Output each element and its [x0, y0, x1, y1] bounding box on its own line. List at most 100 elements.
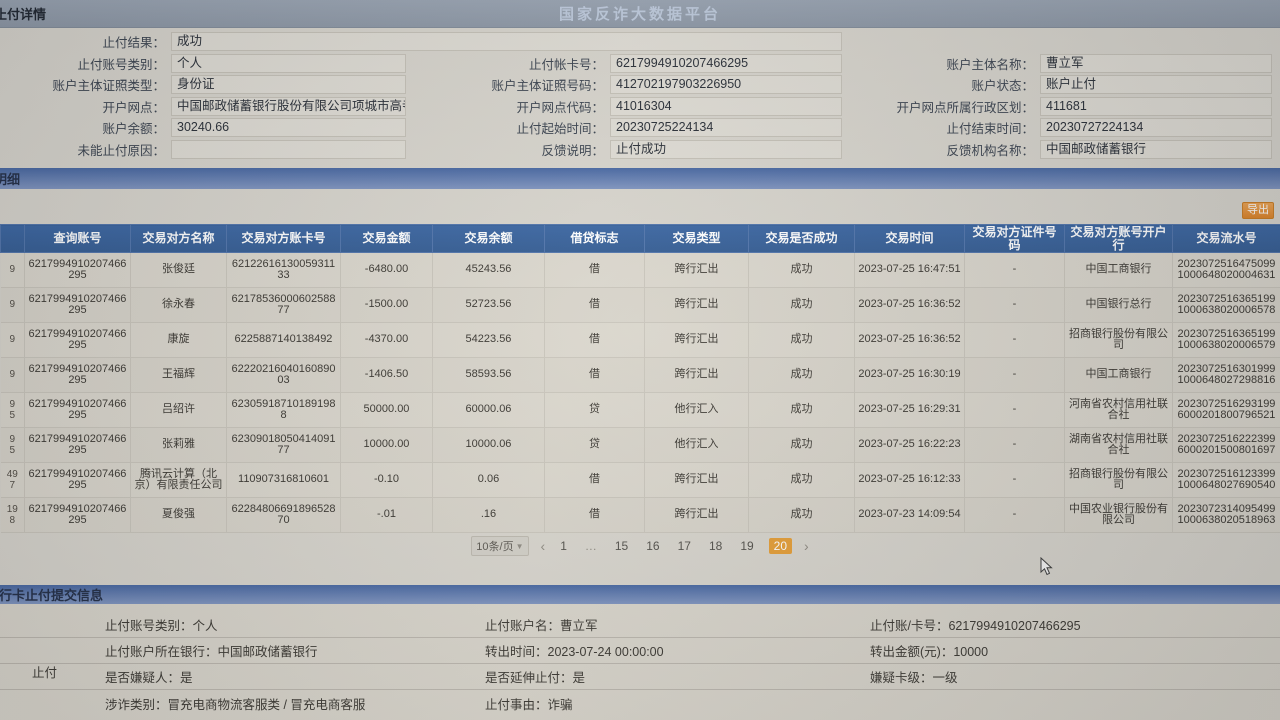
form-row: 止付结果： 成功 — [0, 31, 1280, 53]
form-row: 开户网点： 中国邮政储蓄银行股份有限公司项城市高寺... 开户网点代码： 410163… — [0, 96, 1280, 118]
export-button[interactable]: 导出 — [1242, 202, 1274, 219]
table-cell: 20230725161233991000648027690540 — [1172, 462, 1280, 498]
table-cell: 0.06 — [432, 462, 545, 498]
table-cell: 6217994910207466295 — [24, 357, 131, 393]
table-cell: 6228480669189652870 — [226, 497, 341, 533]
table-cell: 成功 — [748, 497, 855, 533]
field-value: 个人 — [171, 53, 406, 73]
page-number[interactable]: 20 — [768, 538, 793, 554]
table-cell-cut: 9 — [0, 287, 25, 323]
submit-info-row: 是否嫌疑人：是 是否延伸止付：是 嫌疑卡级：一级 — [0, 664, 1280, 690]
table-cell-cut: 9 5 — [0, 392, 25, 428]
table-cell: 中国工商银行 — [1064, 252, 1173, 288]
submit-info-field: 止付账户所在银行：中国邮政储蓄银行 — [105, 645, 318, 659]
page-number[interactable]: 18 — [708, 539, 723, 553]
submit-info-field: 是否延伸止付：是 — [485, 671, 586, 685]
field-value: 412702197903226950 — [610, 75, 842, 95]
table-cell: 跨行汇出 — [644, 252, 749, 288]
table-cell: 2023-07-25 16:22:23 — [854, 427, 965, 463]
table-cell: - — [964, 252, 1065, 288]
field-label: 账户主体证照号码： — [491, 79, 604, 94]
prev-page-arrow-icon[interactable]: ‹ — [540, 538, 546, 554]
table-cell: 徐永春 — [130, 287, 227, 323]
submit-info-row-label: 止付 — [32, 666, 58, 680]
table-row[interactable]: 9 6217994910207466295 张俊廷 62122616130059311… — [0, 252, 1280, 288]
table-cell: 6222021604016089003 — [226, 357, 341, 393]
table-cell: 623059187101891988 — [226, 392, 341, 428]
table-cell: 20230725163019991000648027298816 — [1172, 357, 1280, 393]
table-cell: 成功 — [748, 322, 855, 358]
table-row[interactable]: 9 6217994910207466295 王福辉 62220216040160890… — [0, 357, 1280, 393]
table-cell: 张莉雅 — [130, 427, 227, 463]
table-cell: 2023-07-25 16:30:19 — [854, 357, 965, 393]
table-row[interactable]: 49 7 6217994910207466295 腾讯云计算（北京）有限责任公司 11… — [0, 462, 1280, 498]
submit-info-field: 是否嫌疑人：是 — [105, 671, 193, 685]
page-number[interactable]: 19 — [740, 539, 754, 553]
page-number[interactable]: 15 — [614, 539, 629, 553]
table-cell: 借 — [544, 252, 645, 288]
field-label: 开户网点所属行政区划： — [896, 100, 1034, 115]
table-cell: -1406.50 — [340, 357, 433, 393]
page-title: 止付详情 — [0, 7, 47, 22]
transactions-section-title: 明细 — [0, 172, 21, 187]
submit-info-zone: 止付 止付账号类别：个人 止付账户名：曹立军 止付账/卡号：621799491020… — [0, 604, 1280, 720]
table-header-cell: 交易对方账号开户行 — [1064, 224, 1173, 253]
table-cell: 贷 — [544, 392, 645, 428]
table-row[interactable]: 19 8 6217994910207466295 夏俊强 62284806691896… — [0, 497, 1280, 533]
table-cell: 跨行汇出 — [644, 497, 749, 533]
form-row: 未能止付原因： 反馈说明： 止付成功 反馈机构名称： 中国邮政储蓄银行 — [0, 139, 1280, 161]
table-cell: 20230723140954991000638020518963 — [1172, 497, 1280, 533]
field-value: 6217994910207466295 — [610, 53, 842, 73]
table-header-cell: 查询账号 — [24, 224, 131, 253]
table-cell: - — [964, 322, 1065, 358]
table-cell: 2023-07-25 16:36:52 — [854, 287, 965, 323]
field-label: 反馈机构名称： — [946, 143, 1034, 158]
table-cell: 跨行汇出 — [644, 462, 749, 498]
table-cell-cut: 9 — [0, 357, 25, 393]
page-ellipsis: … — [584, 539, 597, 553]
table-cell: 6217994910207466295 — [24, 287, 131, 323]
page-number[interactable]: 1 — [560, 539, 567, 553]
table-cell: 张俊廷 — [130, 252, 227, 288]
table-header-cell: 交易时间 — [854, 224, 965, 253]
table-cell-cut: 9 — [0, 322, 25, 358]
field-value: 411681 — [1040, 96, 1272, 116]
table-cell: - — [964, 287, 1065, 323]
table-row[interactable]: 9 6217994910207466295 康旋 6225887140138492 -4… — [0, 322, 1280, 358]
table-cell: 54223.56 — [432, 322, 545, 358]
transactions-zone: 导出 查询账号 交易对方名称 交易对方账卡号 交易金额 交易余额 借贷标志 交易类型 交易是否… — [0, 189, 1280, 585]
page-size-select[interactable]: 10条/页 ▼ — [471, 536, 529, 556]
table-cell: 中国银行总行 — [1064, 287, 1173, 323]
next-page-arrow-icon[interactable]: › — [804, 538, 809, 554]
table-cell: 夏俊强 — [130, 497, 227, 533]
field-value: 中国邮政储蓄银行股份有限公司项城市高寺... — [171, 96, 406, 116]
table-row[interactable]: 9 6217994910207466295 徐永春 62178536000602588… — [0, 287, 1280, 323]
table-cell: 他行汇入 — [644, 392, 749, 428]
table-cell: - — [964, 427, 1065, 463]
table-header-row: 查询账号 交易对方名称 交易对方账卡号 交易金额 交易余额 借贷标志 交易类型 交易是否成功交… — [0, 224, 1280, 253]
submit-info-field: 转出时间：2023-07-24 00:00:00 — [485, 645, 664, 659]
submit-info-field: 止付账/卡号：6217994910207466295 — [870, 619, 1081, 633]
table-cell: 58593.56 — [432, 357, 545, 393]
submit-info-field: 转出金额(元)：10000 — [870, 645, 989, 659]
table-cell: 52723.56 — [432, 287, 545, 323]
field-label: 止付帐卡号： — [528, 57, 604, 72]
pagination: 10条/页 ▼ ‹ 1 … 15 16 17 18 19 20 › — [0, 535, 1280, 557]
submit-info-field: 涉诈类别：冒充电商物流客服类 / 冒充电商客服 — [105, 697, 366, 712]
table-cell: 借 — [544, 322, 645, 358]
table-cell: 110907316810601 — [226, 462, 341, 498]
table-row[interactable]: 9 5 6217994910207466295 吕绍许 623059187101891… — [0, 392, 1280, 428]
page-number[interactable]: 17 — [677, 539, 691, 553]
field-value: 账户止付 — [1040, 75, 1272, 95]
transactions-table-body: 9 6217994910207466295 张俊廷 62122616130059311… — [0, 252, 1280, 533]
page-number[interactable]: 16 — [646, 539, 660, 553]
submit-info-field: 止付账号类别：个人 — [105, 619, 218, 633]
table-cell: 王福辉 — [130, 357, 227, 393]
field-label: 止付结果： — [102, 36, 165, 51]
table-cell: -4370.00 — [340, 322, 433, 358]
table-cell: 借 — [544, 287, 645, 323]
table-cell: 6217994910207466295 — [24, 322, 131, 358]
table-row[interactable]: 9 5 6217994910207466295 张莉雅 623090180504140… — [0, 427, 1280, 463]
field-label: 止付起始时间： — [516, 122, 604, 137]
table-header-cell: 交易对方证件号码 — [964, 224, 1065, 253]
